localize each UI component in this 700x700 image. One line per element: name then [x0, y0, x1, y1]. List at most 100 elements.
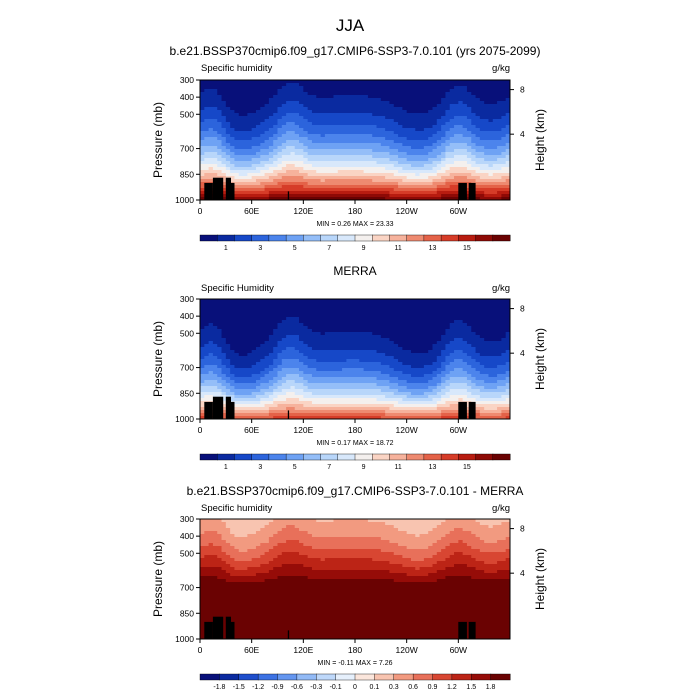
heatmap-cell: [217, 98, 223, 102]
heatmap-cell: [380, 140, 386, 144]
heatmap-cell: [208, 113, 214, 117]
heatmap-cell: [247, 365, 253, 369]
heatmap-cell: [350, 311, 356, 315]
heatmap-cell: [350, 146, 356, 150]
heatmap-cell: [260, 89, 266, 93]
heatmap-cell: [359, 182, 365, 186]
colorbar-swatch: [337, 234, 356, 242]
heatmap-cell: [432, 83, 438, 87]
heatmap-cell: [423, 323, 429, 327]
heatmap-cell: [445, 317, 451, 321]
heatmap-cell: [346, 380, 352, 384]
heatmap-cell: [359, 314, 365, 318]
heatmap-cell: [290, 92, 296, 96]
heatmap-cell: [247, 176, 253, 180]
heatmap-cell: [423, 80, 429, 84]
heatmap-cell: [333, 368, 339, 372]
heatmap-cell: [372, 305, 378, 309]
heatmap-cell: [454, 329, 459, 333]
heatmap-cell: [402, 83, 408, 87]
heatmap-cell: [462, 143, 468, 147]
heatmap-cell: [402, 377, 408, 381]
heatmap-cell: [208, 311, 214, 315]
heatmap-cell: [247, 362, 253, 366]
heatmap-cell: [372, 137, 378, 141]
heatmap-cell: [402, 320, 408, 324]
heatmap-cell: [372, 134, 378, 138]
heatmap-cell: [363, 374, 369, 378]
heatmap-cell: [466, 137, 472, 141]
heatmap-cell: [346, 329, 352, 333]
heatmap-cell: [406, 365, 412, 369]
heatmap-cell: [471, 377, 477, 381]
heatmap-cell: [273, 167, 278, 171]
heatmap-cell: [255, 128, 261, 132]
heatmap-cell: [204, 170, 210, 174]
heatmap-cell: [367, 119, 373, 123]
heatmap-cell: [458, 143, 464, 147]
heatmap-cell: [462, 326, 468, 330]
heatmap-cell: [462, 344, 468, 348]
heatmap-cell: [488, 353, 494, 357]
heatmap-cell: [342, 83, 347, 87]
heatmap-cell: [441, 338, 446, 342]
heatmap-cell: [277, 149, 283, 153]
heatmap-cell: [419, 332, 425, 336]
heatmap-cell: [376, 323, 382, 327]
heatmap-cell: [497, 104, 502, 108]
x-tick-label: 0: [198, 206, 203, 216]
heatmap-cell: [243, 371, 248, 375]
heatmap-cell: [497, 320, 502, 324]
heatmap-cell: [462, 167, 468, 171]
heatmap-cell: [350, 185, 356, 189]
heatmap-cell: [372, 368, 378, 372]
heatmap-cell: [273, 374, 278, 378]
heatmap-cell: [303, 164, 309, 168]
heatmap-cell: [290, 98, 296, 102]
heatmap-cell: [294, 83, 300, 87]
heatmap-cell: [372, 80, 378, 84]
heatmap-cell: [247, 314, 253, 318]
heatmap-cell: [497, 158, 502, 162]
heatmap-cell: [385, 167, 390, 171]
heatmap-cell: [445, 362, 451, 366]
heatmap-cell: [492, 83, 498, 87]
heatmap-cell: [311, 185, 317, 189]
heatmap-cell: [415, 353, 421, 357]
heatmap-cell: [363, 122, 369, 126]
heatmap-cell: [221, 314, 227, 318]
heatmap-cell: [410, 332, 416, 336]
heatmap-cell: [432, 179, 438, 183]
heatmap-cell: [273, 128, 278, 132]
heatmap-cell: [475, 131, 481, 135]
heatmap-cell: [398, 332, 403, 336]
heatmap-cell: [273, 182, 278, 186]
heatmap-cell: [479, 161, 485, 165]
heatmap-cell: [320, 92, 326, 96]
heatmap-cell: [251, 107, 257, 111]
heatmap-cell: [462, 122, 468, 126]
heatmap-cell: [462, 140, 468, 144]
heatmap-cell: [230, 326, 235, 330]
heatmap-cell: [355, 176, 360, 180]
heatmap-cell: [406, 377, 412, 381]
heatmap-cell: [260, 359, 266, 363]
heatmap-cell: [505, 302, 511, 306]
heatmap-cell: [484, 326, 489, 330]
heatmap-cell: [462, 371, 468, 375]
heatmap-cell: [342, 164, 347, 168]
heatmap-cell: [342, 380, 347, 384]
heatmap-cell: [299, 338, 304, 342]
heatmap-cell: [466, 320, 472, 324]
heatmap-cell: [273, 134, 278, 138]
heatmap-cell: [294, 380, 300, 384]
heatmap-cell: [350, 176, 356, 180]
heatmap-cell: [346, 362, 352, 366]
heatmap-cell: [449, 374, 455, 378]
heatmap-cell: [380, 359, 386, 363]
heatmap-cell: [488, 323, 494, 327]
heatmap-cell: [260, 197, 266, 201]
heatmap-cell: [355, 344, 360, 348]
heatmap-cell: [462, 353, 468, 357]
heatmap-cell: [462, 149, 468, 153]
